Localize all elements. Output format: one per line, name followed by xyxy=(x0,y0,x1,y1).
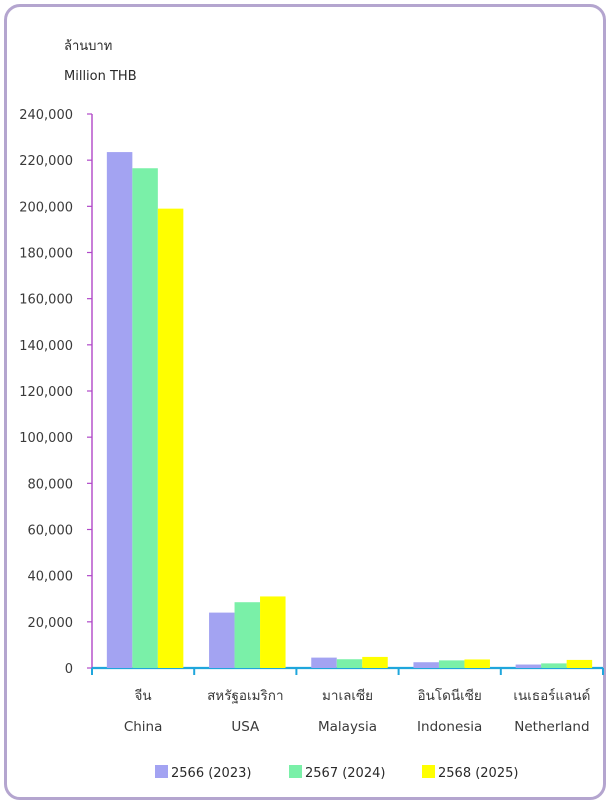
y-tick-label: 180,000 xyxy=(19,247,73,262)
legend-label: 2567 (2024) xyxy=(305,766,385,781)
y-tick-label: 80,000 xyxy=(28,477,74,492)
legend-label: 2568 (2025) xyxy=(438,766,518,781)
y-unit-english: Million THB xyxy=(64,69,137,84)
x-tick-label-english: Indonesia xyxy=(417,719,482,735)
y-tick-label: 140,000 xyxy=(19,339,73,354)
category-labels: จีน China สหรัฐอเมริกา USA มาเลเซีย Malaysia อ… xyxy=(124,687,591,735)
legend-swatch xyxy=(422,765,435,778)
bar xyxy=(438,660,465,668)
bar xyxy=(336,659,363,668)
x-tick-label-english: Malaysia xyxy=(318,719,377,735)
y-tick-label: 20,000 xyxy=(28,616,74,631)
bar xyxy=(106,152,133,668)
y-tick-label: 60,000 xyxy=(28,524,74,539)
y-tick-label: 40,000 xyxy=(28,570,74,585)
legend-swatch xyxy=(155,765,168,778)
bar xyxy=(132,168,158,668)
bar xyxy=(209,612,235,668)
bar xyxy=(311,657,337,668)
bar xyxy=(157,208,184,668)
x-tick-label-thai: มาเลเซีย xyxy=(322,688,373,704)
bar xyxy=(515,664,542,668)
bar xyxy=(234,602,261,668)
y-axis-unit-label: ล้านบาท Million THB xyxy=(64,39,137,84)
bar xyxy=(464,659,490,668)
x-tick-label-english: USA xyxy=(231,719,260,735)
legend: 2566 (2023) 2567 (2024) 2568 (2025) xyxy=(155,765,518,781)
bars xyxy=(106,152,593,668)
y-tick-label: 120,000 xyxy=(19,385,73,400)
x-tick-label-thai: จีน xyxy=(134,688,151,704)
bar xyxy=(541,663,567,668)
axes: 0 20,000 40,000 60,000 80,000 100,000 120,000 1… xyxy=(19,108,604,677)
y-tick-label: 200,000 xyxy=(19,200,73,215)
y-unit-thai: ล้านบาท xyxy=(64,39,112,54)
x-tick-label-thai: สหรัฐอเมริกา xyxy=(207,688,283,704)
x-tick-label-english: China xyxy=(124,719,163,735)
legend-label: 2566 (2023) xyxy=(171,766,251,781)
x-tick-label-thai: อินโดนีเซีย xyxy=(418,687,482,704)
bar xyxy=(362,656,388,668)
bar xyxy=(566,659,593,668)
bar xyxy=(413,662,439,668)
y-tick-label: 100,000 xyxy=(19,431,73,446)
x-tick-label-thai: เนเธอร์แลนด์ xyxy=(513,687,590,704)
y-tick-label: 240,000 xyxy=(19,108,73,123)
x-tick-label-english: Netherland xyxy=(514,719,589,735)
y-tick-label: 220,000 xyxy=(19,154,73,169)
bar xyxy=(260,596,286,668)
legend-swatch xyxy=(289,765,302,778)
y-tick-label: 160,000 xyxy=(19,293,73,308)
y-tick-label: 0 xyxy=(65,662,73,677)
